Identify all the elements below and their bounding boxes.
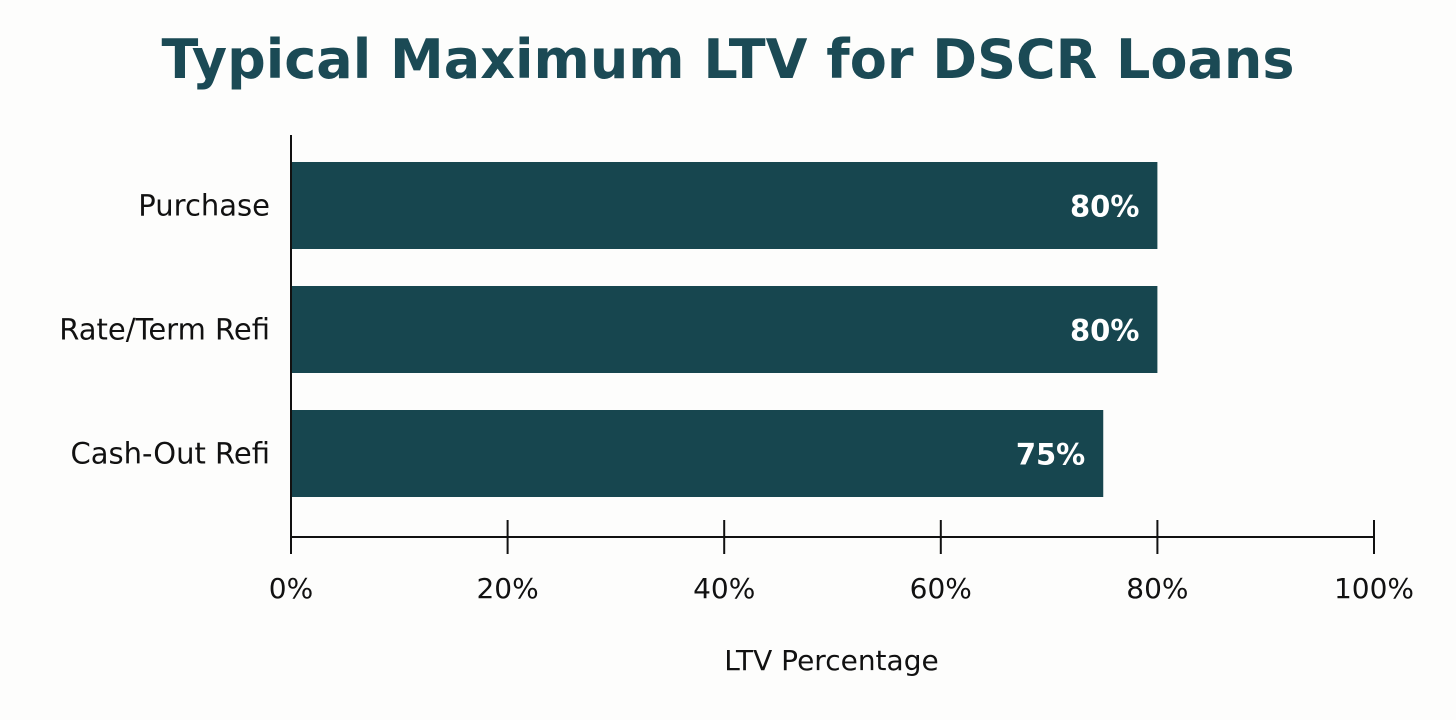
category-label: Cash-Out Refi: [70, 437, 270, 471]
category-label: Purchase: [138, 189, 270, 223]
x-axis-label: LTV Percentage: [724, 644, 938, 677]
data-label: 80%: [1070, 190, 1139, 224]
x-tick-label: 40%: [693, 572, 755, 605]
category-label: Rate/Term Refi: [59, 313, 270, 347]
x-tick-label: 0%: [269, 572, 313, 605]
x-tick-label: 80%: [1126, 572, 1188, 605]
data-label: 75%: [1016, 438, 1085, 472]
x-tick-label: 60%: [910, 572, 972, 605]
data-label: 80%: [1070, 314, 1139, 348]
x-tick-label: 20%: [476, 572, 538, 605]
x-tick-label: 100%: [1334, 572, 1414, 605]
bar-rate-term-refi: [291, 286, 1158, 373]
chart-title: Typical Maximum LTV for DSCR Loans: [161, 28, 1295, 91]
bar-purchase: [291, 162, 1158, 249]
bar-cash-out-refi: [291, 410, 1104, 497]
